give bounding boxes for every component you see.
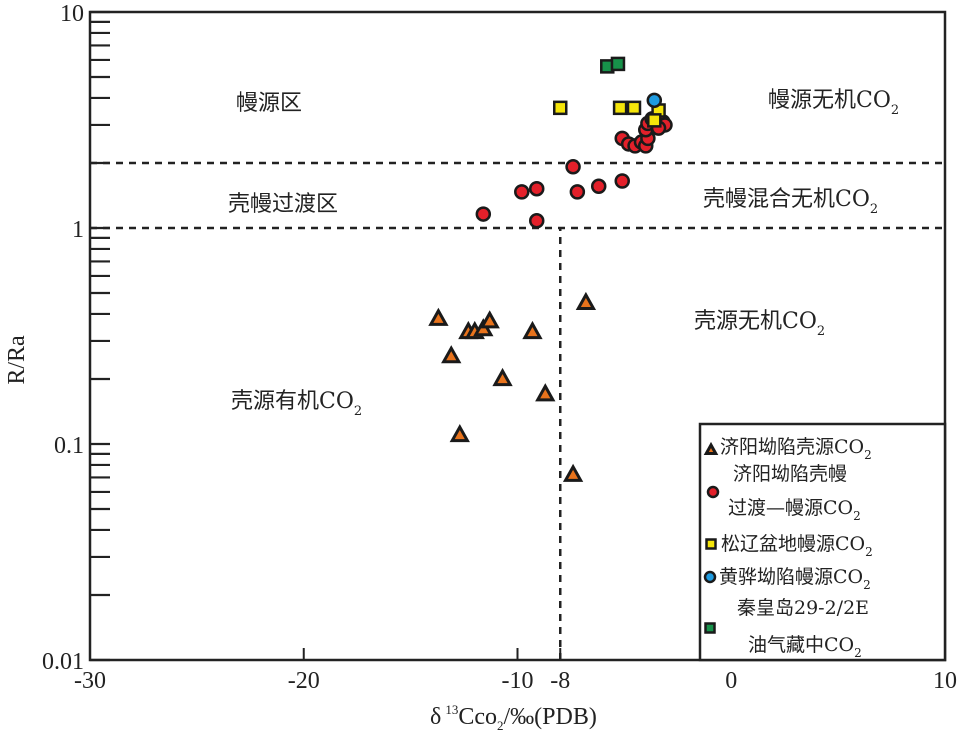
- circle-point: [528, 180, 545, 197]
- y-tick-label: 1: [72, 217, 84, 243]
- legend-circle-icon: [706, 485, 720, 499]
- y-tick-label: 10: [60, 1, 84, 27]
- legend-label: 济阳坳陷壳源CO2: [720, 436, 872, 462]
- legend-triangle-icon: [703, 441, 719, 455]
- x-tick-label: -30: [74, 668, 106, 694]
- triangle-point: [441, 345, 462, 364]
- x-tick-label: -8: [550, 668, 570, 694]
- legend-label: 油气藏中CO2: [748, 634, 862, 660]
- triangle-point: [449, 423, 470, 443]
- triangle-point: [535, 383, 556, 402]
- circle-point: [475, 206, 492, 222]
- y-tick-label: 0.1: [54, 433, 84, 459]
- region-label-crust-mantle-mixed: 壳幔混合无机CO2: [703, 187, 878, 217]
- legend-label: 松辽盆地幔源CO2: [721, 533, 873, 559]
- region-label-crust-mantle-transition: 壳幔过渡区: [228, 192, 338, 217]
- reference-lines: [90, 161, 945, 660]
- x-axis-ticks: -30 -20 -10 -8 0 10: [74, 648, 957, 694]
- series-0: [428, 291, 597, 482]
- y-axis-title: R/Ra: [4, 335, 30, 385]
- legend-item: 黄骅坳陷幔源CO2: [703, 566, 871, 592]
- x-tick-label: -20: [288, 668, 320, 694]
- legend-label: 秦皇岛29-2/2E: [737, 597, 869, 619]
- x-tick-label: -10: [502, 668, 534, 694]
- legend-square-icon: [704, 622, 716, 634]
- x-tick-label: 0: [725, 668, 737, 694]
- region-label-crust-organic: 壳源有机CO2: [231, 389, 362, 419]
- y-minor-ticks: [90, 20, 110, 597]
- triangle-point: [562, 463, 584, 482]
- series-3: [646, 92, 663, 109]
- series-4: [600, 56, 626, 74]
- square-point: [553, 100, 568, 116]
- y-axis-ticks: 10 1 0.1 0.01: [42, 1, 110, 675]
- series-1: [475, 111, 673, 229]
- circle-point: [514, 184, 530, 200]
- circle-point: [590, 178, 607, 195]
- square-point: [610, 56, 626, 72]
- region-label-crust-inorganic: 壳源无机CO2: [694, 309, 825, 339]
- legend-item: 秦皇岛29-2/2E 油气藏中CO2: [704, 597, 869, 660]
- legend-box: [698, 422, 947, 662]
- square-point: [647, 113, 662, 128]
- circle-point: [569, 184, 586, 200]
- square-point: [626, 100, 642, 116]
- legend-label: 黄骅坳陷幔源CO2: [719, 566, 871, 592]
- x-axis-title: δ 13Cco2/‰(PDB): [430, 702, 597, 732]
- circle-point: [565, 159, 581, 175]
- square-point: [612, 100, 628, 116]
- legend-label: 过渡—幔源CO2: [728, 497, 861, 523]
- region-label-mantle: 幔源区: [236, 91, 302, 116]
- y-tick-label: 0.01: [42, 649, 84, 675]
- data-points: [428, 56, 673, 482]
- legend-label: 济阳坳陷壳幔: [733, 463, 847, 485]
- triangle-point: [575, 291, 597, 311]
- legend-circle-icon: [703, 570, 717, 584]
- series-2: [553, 100, 666, 128]
- x-tick-label: 10: [933, 668, 957, 694]
- triangle-point: [522, 320, 543, 340]
- triangle-point: [492, 367, 513, 387]
- legend-item: 松辽盆地幔源CO2: [705, 533, 873, 559]
- triangle-point: [428, 307, 449, 326]
- circle-point: [614, 173, 630, 189]
- legend-item: 济阳坳陷壳源CO2: [703, 436, 872, 462]
- circle-point: [528, 213, 545, 229]
- circle-point: [646, 92, 663, 109]
- legend-square-icon: [705, 538, 717, 550]
- triangle-point: [479, 310, 500, 329]
- region-label-mantle-inorganic: 幔源无机CO2: [768, 88, 899, 118]
